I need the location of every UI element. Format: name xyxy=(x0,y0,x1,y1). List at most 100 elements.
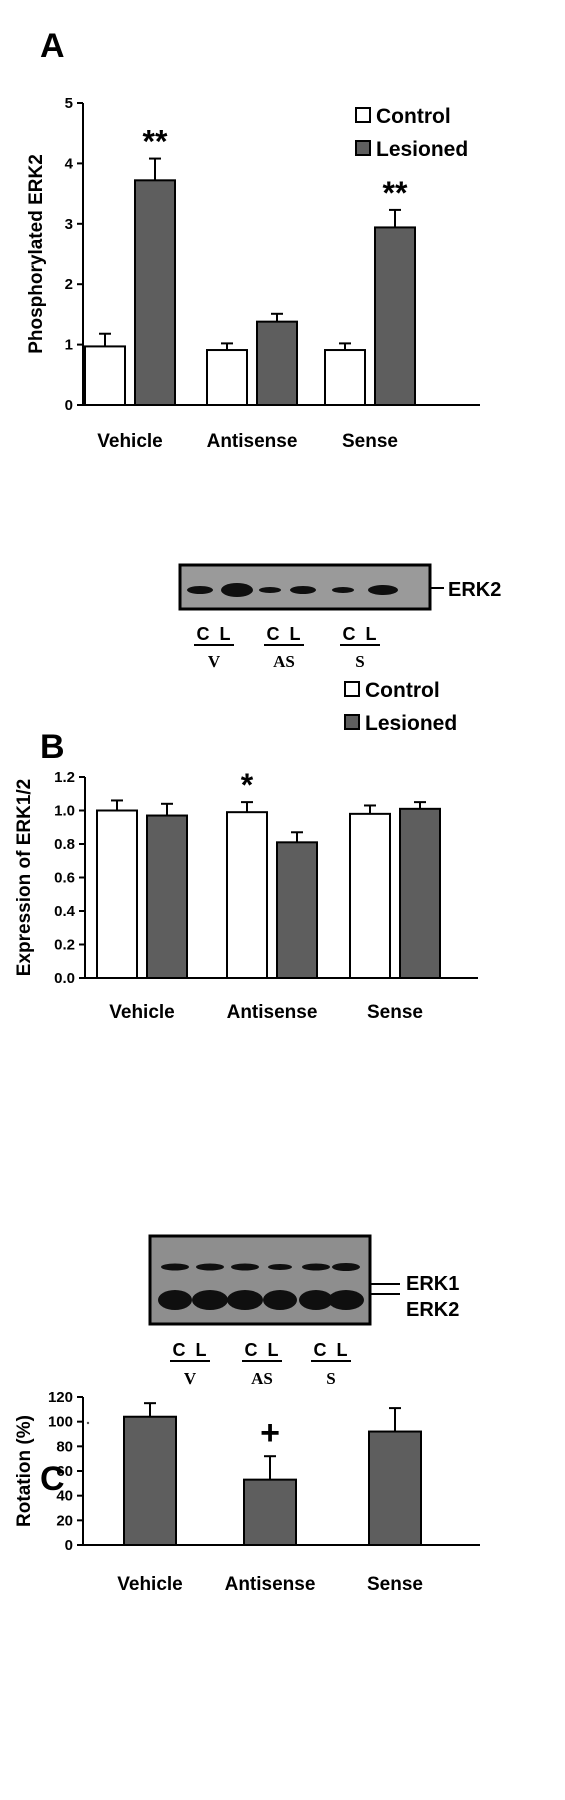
panel-b-legend-swatch xyxy=(344,714,360,730)
blot-a-band xyxy=(368,585,398,595)
panel-a-bar xyxy=(206,349,248,407)
blot-b-lane-label: L xyxy=(196,1340,207,1360)
panel-b-y-tick-label: 1.2 xyxy=(54,769,75,786)
blot-a-lane-label: L xyxy=(290,624,301,644)
panel-a-y-tick-label: 0 xyxy=(65,397,73,414)
panel-c-bar xyxy=(243,1478,297,1546)
blot-b-band xyxy=(196,1263,224,1271)
panel-b-y-tick-label: 0.4 xyxy=(54,903,76,920)
blot-a-group-label: AS xyxy=(273,652,295,671)
blot-a-band xyxy=(332,587,354,593)
blot-b-band xyxy=(158,1290,192,1310)
panel-b-category-label: Antisense xyxy=(227,1002,318,1023)
panel-b-chart: 0.0 0.2 0.4 0.6 0.8 1.0 1.2 Expression of ERK1/… xyxy=(14,679,478,1023)
panel-a-y-tick-label: 1 xyxy=(65,337,73,354)
panel-b-category-label: Sense xyxy=(367,1002,423,1023)
panel-b-legend-swatch xyxy=(344,681,360,697)
blot-b-band xyxy=(299,1290,333,1310)
panel-a-y-tick-label: 4 xyxy=(65,155,74,172)
blot-a-lane-label: L xyxy=(220,624,231,644)
panel-b-bar xyxy=(349,812,391,979)
panel-c-bar xyxy=(123,1415,177,1546)
blot-b-lane-label: C xyxy=(314,1340,327,1360)
panel-a-legend-swatch xyxy=(355,107,371,123)
stray-dot xyxy=(86,1421,90,1425)
panel-b-bar xyxy=(399,807,441,980)
panel-a-category-label: Sense xyxy=(342,431,398,452)
blot-a-lane-label: C xyxy=(197,624,210,644)
panel-b-y-tick-label: 0.6 xyxy=(54,870,75,887)
panel-c-y-tick-label: 100 xyxy=(48,1414,73,1431)
panel-a-y-tick-label: 5 xyxy=(65,95,73,112)
blot-b-lane-label: L xyxy=(337,1340,348,1360)
blot-b-band xyxy=(328,1290,364,1310)
panel-c-significance-marker: + xyxy=(260,1414,280,1452)
blot-b-frame xyxy=(148,1234,372,1326)
panel-c-category-label: Sense xyxy=(367,1574,423,1595)
blot-a-band xyxy=(187,586,213,594)
panel-a-legend-label: Lesioned xyxy=(376,138,468,161)
panel-label-a: A xyxy=(40,27,65,65)
panel-c-y-tick-label: 40 xyxy=(56,1488,73,1505)
panel-b-significance-marker: * xyxy=(241,767,254,803)
blot-b-band xyxy=(231,1263,259,1271)
blot-b-lane-label: L xyxy=(268,1340,279,1360)
blot-b-band xyxy=(268,1264,292,1270)
blot-b-band xyxy=(192,1290,228,1310)
panel-a-bar xyxy=(324,349,366,407)
blot-b-lane-label: C xyxy=(173,1340,186,1360)
panel-a-y-tick-label: 3 xyxy=(65,216,73,233)
panel-a-bar xyxy=(84,345,126,406)
blot-b-band xyxy=(161,1263,189,1271)
blot-a-band xyxy=(290,586,316,594)
panel-a-bar xyxy=(256,320,298,407)
blot-a-band xyxy=(221,583,253,597)
panel-c-y-tick-label: 20 xyxy=(56,1512,73,1529)
blot-a-lane-label: L xyxy=(366,624,377,644)
panel-b-bar xyxy=(96,809,138,979)
blot-b-group-label: AS xyxy=(251,1369,273,1388)
panel-b-legend-label: Lesioned xyxy=(365,712,457,735)
panel-a-category-label: Vehicle xyxy=(97,431,163,452)
panel-c-chart: 0 20 40 60 80 100 120 Rotation (%) Vehicle + Antis… xyxy=(14,1389,480,1595)
blot-b-band xyxy=(302,1263,330,1271)
panel-c-category-label: Antisense xyxy=(225,1574,316,1595)
panel-c-y-tick-label: 120 xyxy=(48,1389,73,1406)
blot-a-group-label: V xyxy=(208,652,221,671)
panel-c-category-label: Vehicle xyxy=(117,1574,183,1595)
panel-b-bar xyxy=(276,841,318,980)
blot-b-band-label-erk1: ERK1 xyxy=(406,1273,459,1295)
panel-a-bar xyxy=(134,179,176,406)
blot-b-group-label: S xyxy=(326,1369,335,1388)
panel-a-bar xyxy=(374,226,416,406)
blot-a-lane-label: C xyxy=(267,624,280,644)
panel-b-y-tick-label: 1.0 xyxy=(54,803,75,820)
blot-b-lane-label: C xyxy=(245,1340,258,1360)
panel-c-bar xyxy=(368,1430,422,1546)
panel-b-bar xyxy=(226,811,268,979)
panel-b-y-tick-label: 0.2 xyxy=(54,937,75,954)
panel-label-c: C xyxy=(40,1460,65,1498)
panel-a-legend-swatch xyxy=(355,140,371,156)
panel-c-y-tick-label: 0 xyxy=(65,1537,73,1554)
panel-a-significance-marker: ** xyxy=(383,175,408,211)
blot-b-band-label-erk2: ERK2 xyxy=(406,1299,459,1321)
panel-a-y-axis-title: Phosphorylated ERK2 xyxy=(26,154,47,354)
blot-a-band xyxy=(259,587,281,593)
blot-a-group-label: S xyxy=(355,652,364,671)
panel-b-category-label: Vehicle xyxy=(109,1002,175,1023)
panel-label-b: B xyxy=(40,728,65,766)
panel-c-y-tick-label: 80 xyxy=(56,1438,73,1455)
blot-b-band xyxy=(332,1263,360,1271)
panel-a-y-tick-label: 2 xyxy=(65,276,73,293)
blot-a-lane-label: C xyxy=(343,624,356,644)
blot-b-group-label: V xyxy=(184,1369,197,1388)
panel-a-legend-label: Control xyxy=(376,105,451,128)
blot-a-band-label-erk2: ERK2 xyxy=(448,579,501,601)
panel-b-y-axis-title: Expression of ERK1/2 xyxy=(14,779,35,976)
panel-a-chart: 0 1 2 3 4 5 Phosphorylated ERK2 ** Vehicle Antise… xyxy=(26,95,480,452)
blot-b-band xyxy=(263,1290,297,1310)
